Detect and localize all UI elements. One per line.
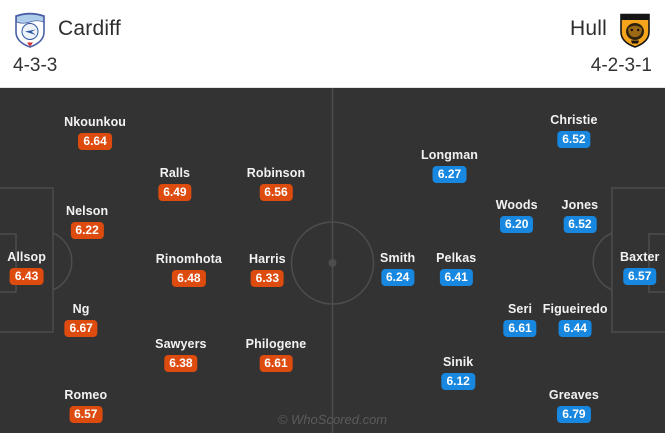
player-rating-badge: 6.79	[557, 406, 591, 424]
player-rating-badge: 6.27	[432, 166, 467, 184]
player-nkounkou[interactable]: Nkounkou 6.64	[64, 115, 126, 150]
away-formation: 4-2-3-1	[590, 55, 652, 76]
player-rating-badge: 6.44	[558, 319, 592, 337]
player-name: Seri	[507, 301, 533, 316]
player-rating-badge: 6.38	[164, 355, 198, 373]
player-name: Ng	[72, 301, 90, 316]
player-name: Greaves	[548, 388, 599, 403]
player-rating-badge: 6.61	[259, 355, 293, 373]
player-name: Figueiredo	[542, 301, 608, 316]
player-name: Jones	[561, 198, 599, 213]
whoscored-watermark: © WhoScored.com	[277, 412, 388, 427]
player-rating-badge: 6.48	[172, 269, 206, 287]
player-rating-badge: 6.49	[158, 183, 192, 201]
player-ng[interactable]: Ng 6.67	[64, 301, 98, 337]
away-team-link[interactable]: Hull	[570, 10, 652, 48]
player-rating-badge: 6.43	[9, 268, 44, 286]
player-romeo[interactable]: Romeo 6.57	[64, 388, 108, 424]
player-harris[interactable]: Harris 6.33	[249, 252, 286, 287]
player-rating-badge: 6.20	[500, 216, 534, 234]
right-goal-area	[648, 233, 665, 293]
player-rating-badge: 6.67	[64, 319, 98, 337]
right-penalty-arc	[592, 232, 613, 291]
player-christie[interactable]: Christie 6.52	[550, 113, 597, 148]
player-allsop[interactable]: Allsop 6.43	[7, 250, 46, 286]
pitch: © WhoScored.com Nkounkou 6.64 Ralls 6.49 Rob…	[0, 88, 665, 433]
home-team-link[interactable]: Cardiff	[13, 10, 121, 48]
player-woods[interactable]: Woods 6.20	[495, 198, 538, 234]
home-team-header: Cardiff 4-3-3	[13, 10, 121, 87]
left-goal-area	[0, 233, 17, 293]
player-longman[interactable]: Longman 6.27	[421, 148, 479, 184]
player-rating-badge: 6.64	[78, 132, 112, 150]
player-name: Sawyers	[155, 337, 207, 352]
player-rating-badge: 6.61	[503, 319, 537, 337]
player-philogene[interactable]: Philogene 6.61	[245, 337, 307, 373]
player-rating-badge: 6.56	[259, 183, 293, 201]
right-penalty-area	[611, 187, 665, 333]
player-name: Harris	[248, 251, 286, 266]
left-penalty-area	[0, 187, 54, 333]
player-rating-badge: 6.41	[439, 268, 473, 286]
player-name: Ralls	[159, 165, 191, 180]
player-name: Longman	[421, 148, 479, 163]
player-name: Robinson	[246, 165, 306, 180]
player-figueiredo[interactable]: Figueiredo 6.44	[543, 302, 608, 337]
player-rating-badge: 6.57	[623, 268, 657, 286]
home-formation: 4-3-3	[13, 55, 58, 76]
player-name: Allsop	[7, 250, 46, 265]
player-ralls[interactable]: Ralls 6.49	[158, 165, 192, 201]
player-rinomhota[interactable]: Rinomhota 6.48	[156, 252, 222, 287]
player-name: Sinik	[442, 355, 474, 370]
player-rating-badge: 6.33	[250, 269, 285, 287]
player-sinik[interactable]: Sinik 6.12	[441, 355, 475, 391]
player-name: Nelson	[65, 203, 109, 218]
home-team-name: Cardiff	[58, 17, 121, 40]
cardiff-crest-icon	[15, 12, 45, 48]
player-name: Nkounkou	[64, 114, 127, 129]
player-rating-badge: 6.52	[557, 130, 591, 148]
player-smith[interactable]: Smith 6.24	[380, 251, 415, 286]
pitch-markings	[0, 88, 665, 433]
player-name: Philogene	[245, 337, 307, 352]
player-rating-badge: 6.22	[70, 221, 104, 239]
away-team-header: Hull 4-2-3-1	[570, 10, 652, 87]
player-rating-badge: 6.12	[441, 373, 475, 391]
player-name: Rinomhota	[155, 251, 222, 266]
player-jones[interactable]: Jones 6.52	[561, 198, 599, 234]
hull-crest-icon	[620, 13, 650, 48]
away-team-name: Hull	[570, 17, 607, 40]
player-greaves[interactable]: Greaves 6.79	[548, 388, 599, 424]
player-seri[interactable]: Seri 6.61	[503, 301, 537, 337]
player-name: Pelkas	[436, 250, 477, 265]
player-name: Romeo	[64, 388, 108, 403]
player-baxter[interactable]: Baxter 6.57	[619, 250, 660, 286]
player-robinson[interactable]: Robinson 6.56	[247, 166, 305, 201]
player-pelkas[interactable]: Pelkas 6.41	[436, 251, 476, 286]
left-penalty-arc	[52, 232, 73, 291]
player-rating-badge: 6.57	[69, 406, 103, 424]
match-header: Cardiff 4-3-3 Hull 4-2-3-1	[0, 0, 665, 88]
center-circle	[290, 221, 375, 305]
center-spot	[328, 259, 337, 267]
player-nelson[interactable]: Nelson 6.22	[66, 204, 108, 239]
player-sawyers[interactable]: Sawyers 6.38	[155, 337, 207, 373]
player-rating-badge: 6.52	[563, 216, 597, 234]
player-rating-badge: 6.24	[380, 268, 415, 286]
player-name: Smith	[380, 250, 416, 265]
player-name: Christie	[550, 112, 598, 127]
player-name: Baxter	[619, 250, 660, 265]
player-name: Woods	[495, 198, 538, 213]
